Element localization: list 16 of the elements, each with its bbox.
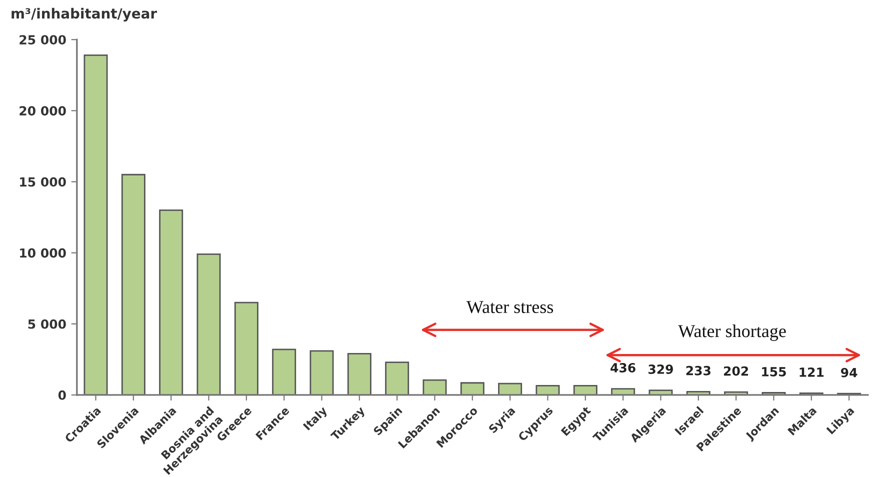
data-label: 233 xyxy=(686,366,710,376)
y-tick-label: 20 000 xyxy=(20,106,66,116)
annotation: Water stress xyxy=(466,301,554,314)
data-label: 94 xyxy=(841,368,858,378)
annotation: Water shortage xyxy=(678,324,786,341)
data-label: 155 xyxy=(762,367,786,376)
y-tick-label: 5 000 xyxy=(28,319,66,329)
y-tick-label: 25 000 xyxy=(20,35,66,45)
y-tick-label: 10 000 xyxy=(20,248,66,258)
y-tick-label: 0 xyxy=(58,390,66,400)
data-label: 329 xyxy=(648,364,673,374)
y-tick-label: 15 000 xyxy=(20,177,66,187)
data-label: 121 xyxy=(800,367,824,377)
data-label: 436 xyxy=(610,362,636,372)
data-label: 202 xyxy=(724,366,748,376)
y-axis-title: m³/inhabitant/year xyxy=(12,8,157,22)
